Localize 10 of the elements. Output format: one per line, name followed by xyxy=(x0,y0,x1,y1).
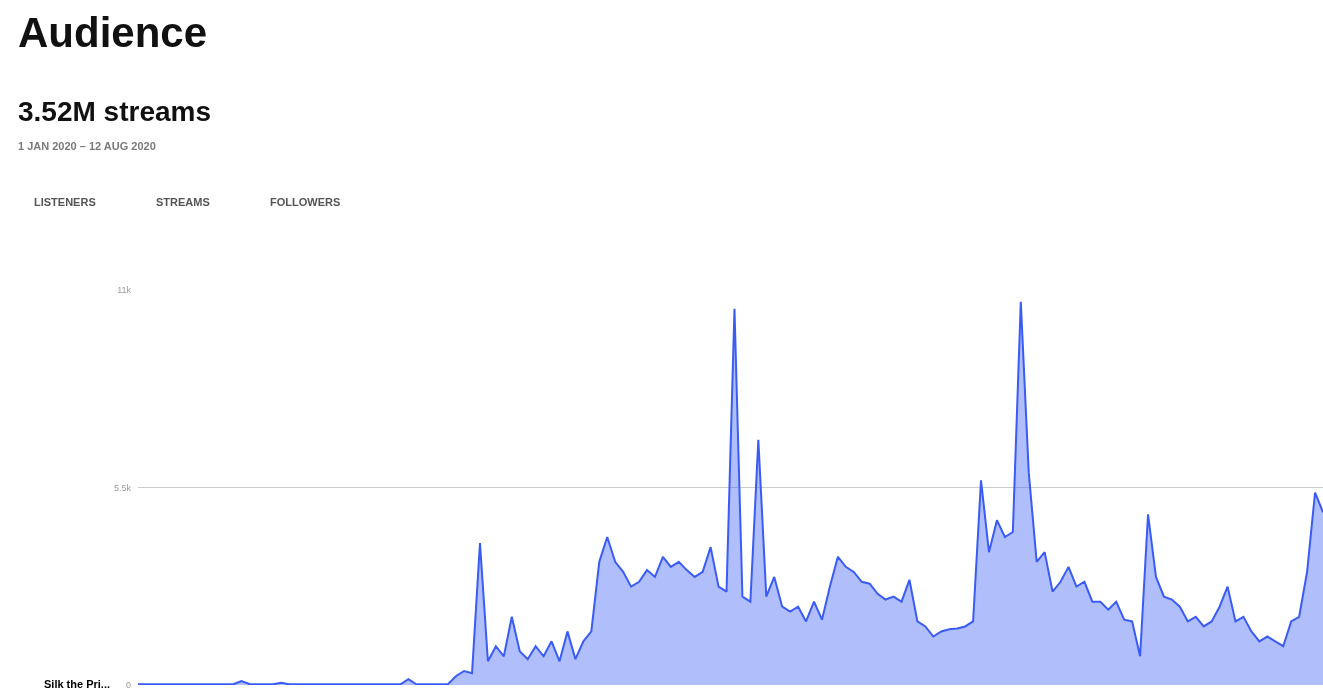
chart-subtitle: 3.52M streams xyxy=(18,96,212,127)
text: 1 JAN 2020 – 12 AUG 2020 xyxy=(18,140,156,152)
chart-title: Audience xyxy=(18,9,208,56)
text: Silk the Pri... xyxy=(44,678,111,690)
y-tick-label: 11k xyxy=(117,285,132,296)
text: FOLLOWERS xyxy=(270,196,341,208)
y-tick-label: 5.5k xyxy=(113,482,132,493)
text: LISTENERS xyxy=(34,196,96,208)
text: STREAMS xyxy=(156,196,210,208)
y-tick-label: 0 xyxy=(125,680,131,691)
